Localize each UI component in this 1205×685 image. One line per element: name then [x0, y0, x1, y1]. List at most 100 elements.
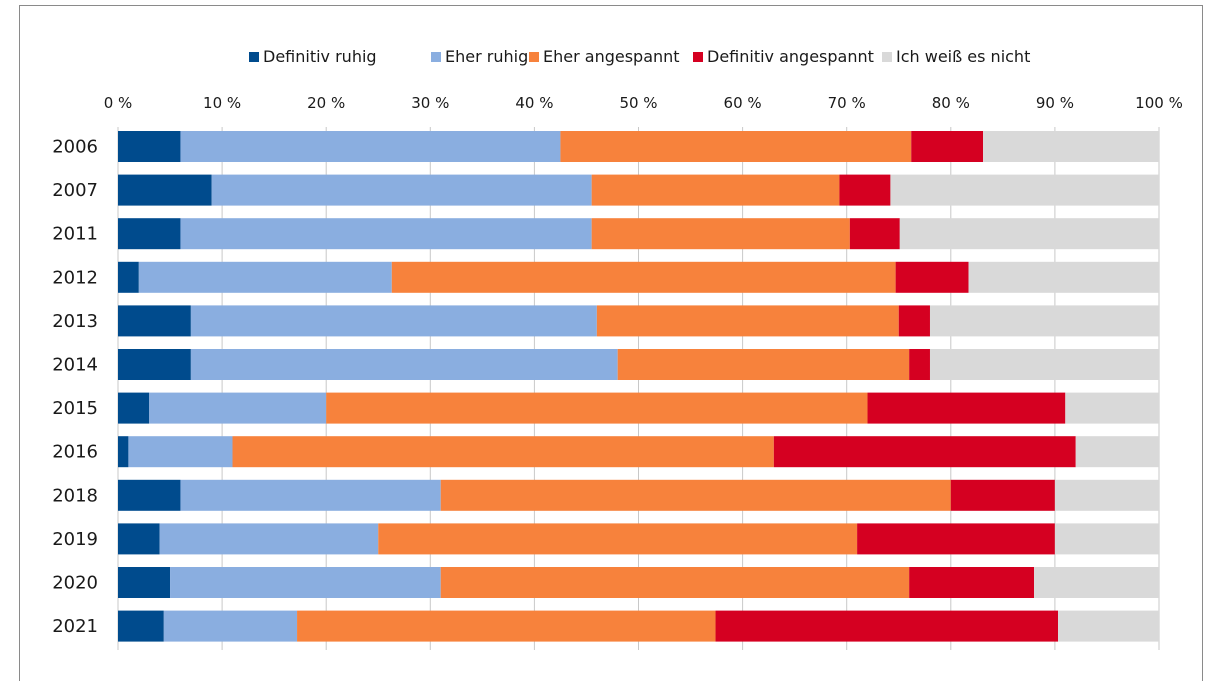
bar-segment	[617, 349, 910, 380]
bar-segment	[118, 392, 150, 424]
bar-segment	[128, 436, 233, 468]
bar-segment	[890, 174, 1159, 206]
bar-segment	[1065, 392, 1159, 424]
category-label: 2012	[52, 267, 98, 288]
bar-segment	[297, 610, 716, 642]
bar-segment	[159, 523, 379, 555]
bar-segment	[118, 436, 129, 468]
gridlines	[117, 127, 1160, 650]
legend-swatch-4	[693, 52, 703, 62]
legend-label-3: Eher angespannt	[543, 47, 680, 66]
bar-segment	[839, 174, 891, 206]
x-tick-label: 0 %	[104, 94, 133, 112]
bar-segment	[391, 261, 896, 293]
bar-segment	[118, 261, 139, 293]
category-label: 2021	[52, 616, 98, 637]
legend-label-1: Definitiv ruhig	[263, 47, 377, 66]
bar-segment	[591, 174, 840, 206]
chart-frame	[19, 5, 1203, 681]
category-label: 2007	[52, 180, 98, 201]
x-tick-label: 80 %	[932, 94, 970, 112]
legend-swatch-3	[529, 52, 539, 62]
bar-segment	[211, 174, 592, 206]
bar-segment	[190, 305, 597, 337]
bar-segment	[118, 305, 191, 337]
bar-segment	[118, 218, 181, 250]
bar-segment	[950, 479, 1055, 511]
bar-segment	[983, 131, 1159, 162]
category-label: 2018	[52, 485, 98, 506]
bar-segment	[911, 131, 984, 162]
bar-segment	[118, 523, 160, 555]
bar-segment	[929, 305, 1159, 337]
bar-segment	[118, 479, 181, 511]
bar-segment	[440, 479, 951, 511]
bar-segment	[149, 392, 327, 424]
category-label: 2020	[52, 573, 98, 594]
x-tick-label: 60 %	[724, 94, 762, 112]
category-label: 2013	[52, 311, 98, 332]
x-tick-label: 20 %	[307, 94, 345, 112]
bar-segment	[715, 610, 1059, 642]
bar-segment	[180, 218, 592, 250]
bar-segment	[232, 436, 774, 468]
bar-segment	[1054, 479, 1159, 511]
bar-segment	[118, 610, 164, 642]
category-label: 2006	[52, 137, 98, 158]
x-tick-label: 40 %	[515, 94, 553, 112]
bar-segment	[867, 392, 1066, 424]
bar-segment	[895, 261, 969, 293]
bar-segment	[190, 349, 618, 380]
bar-segment	[909, 567, 1035, 598]
bar-segment	[180, 479, 441, 511]
bar-segment	[118, 349, 191, 380]
category-label: 2014	[52, 355, 98, 376]
bar-segment	[560, 131, 912, 162]
bar-segment	[849, 218, 900, 250]
bar-segment	[1054, 523, 1159, 555]
legend-label-4: Definitiv angespannt	[707, 47, 874, 66]
bar-segment	[591, 218, 850, 250]
bar-segment	[326, 392, 868, 424]
bar-segment	[118, 174, 212, 206]
bar-segment	[180, 131, 561, 162]
legend-swatch-2	[431, 52, 441, 62]
bar-segment	[118, 567, 171, 598]
x-tick-label: 90 %	[1036, 94, 1074, 112]
x-tick-label: 30 %	[411, 94, 449, 112]
bar-segment	[968, 261, 1159, 293]
x-axis-tick-labels: 0 % 10 % 20 % 30 % 40 % 50 % 60 % 70 % 80 % 90 % 1…	[104, 94, 1183, 112]
category-label: 2015	[52, 398, 98, 419]
bar-segment	[929, 349, 1159, 380]
bar-segment	[909, 349, 930, 380]
x-tick-label: 10 %	[203, 94, 241, 112]
legend: Definitiv ruhig Eher ruhig Eher angespannt…	[249, 47, 1030, 66]
bar-segment	[378, 523, 858, 555]
legend-swatch-5	[882, 52, 892, 62]
x-tick-label: 100 %	[1135, 94, 1183, 112]
bar-segment	[138, 261, 392, 293]
bar-segment	[898, 305, 930, 337]
legend-label-2: Eher ruhig	[445, 47, 528, 66]
x-tick-label: 50 %	[619, 94, 657, 112]
bar-segment	[1058, 610, 1159, 642]
bar-segment	[773, 436, 1076, 468]
category-label: 2019	[52, 529, 98, 550]
bar-segment	[440, 567, 910, 598]
bar-segment	[857, 523, 1055, 555]
bar-segment	[163, 610, 298, 642]
bar-segment	[170, 567, 441, 598]
top-margin	[0, 0, 1205, 5]
category-label: 2011	[52, 224, 98, 245]
legend-label-5: Ich weiß es nicht	[896, 47, 1030, 66]
bar-segment	[1075, 436, 1159, 468]
bar-segment	[596, 305, 899, 337]
category-labels: 2006 2007 2011 2012 2013 2014 2015 2016 2018 2019…	[52, 137, 98, 638]
bar-segment	[899, 218, 1159, 250]
bar-segment	[118, 131, 181, 162]
bar-segment	[1034, 567, 1159, 598]
legend-swatch-1	[249, 52, 259, 62]
bars	[118, 131, 1159, 642]
x-tick-label: 70 %	[828, 94, 866, 112]
